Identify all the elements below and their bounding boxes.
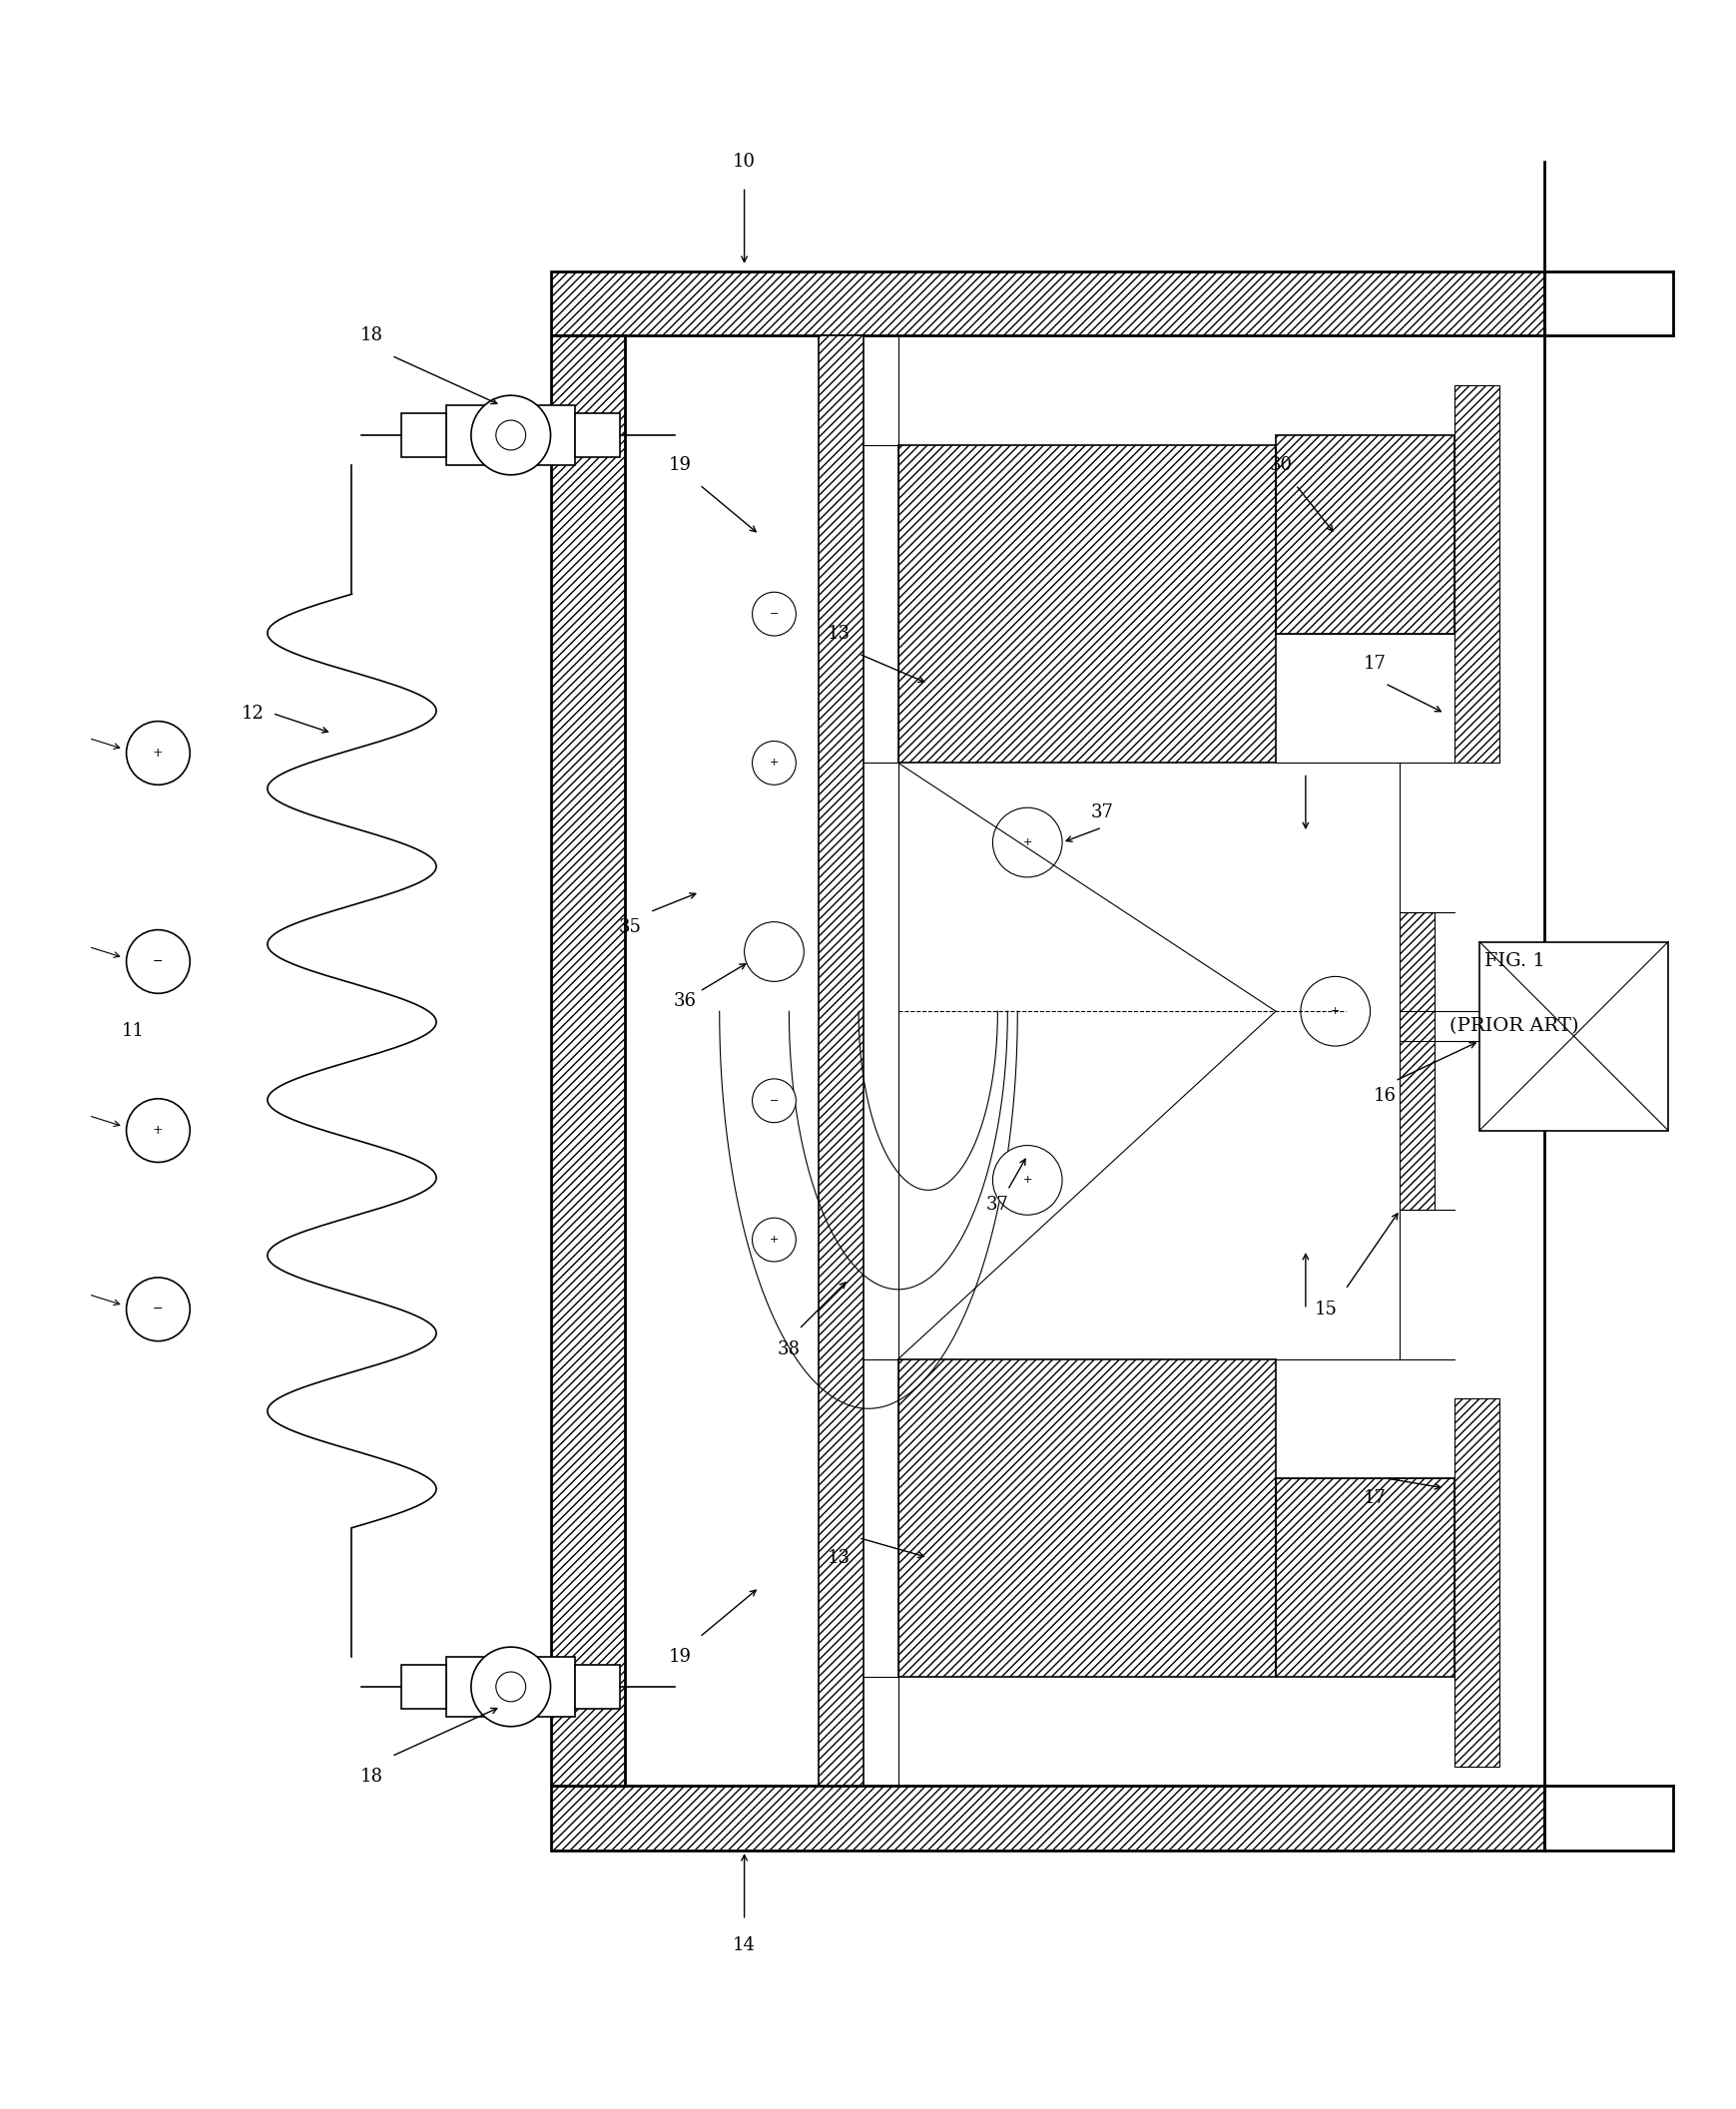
Text: 10: 10	[733, 154, 755, 171]
Text: 38: 38	[778, 1339, 800, 1358]
Circle shape	[752, 593, 797, 635]
Bar	[1479, 943, 1668, 1130]
Text: 18: 18	[361, 327, 384, 344]
Bar	[550, 272, 1543, 335]
Text: 13: 13	[828, 624, 851, 643]
Circle shape	[752, 740, 797, 785]
Circle shape	[127, 1278, 189, 1341]
Text: 37: 37	[986, 1196, 1009, 1215]
Text: +: +	[153, 1124, 163, 1137]
Text: +: +	[153, 747, 163, 759]
Bar	[550, 335, 625, 1786]
Circle shape	[496, 420, 526, 449]
Bar	[550, 1786, 1543, 1852]
Text: −: −	[769, 610, 779, 618]
Text: 35: 35	[618, 917, 642, 936]
Circle shape	[127, 721, 189, 785]
Circle shape	[993, 808, 1062, 877]
Bar	[898, 1358, 1276, 1677]
Text: +: +	[1023, 837, 1033, 848]
Bar	[401, 413, 446, 458]
Bar	[819, 335, 863, 1786]
Circle shape	[127, 1099, 189, 1162]
Bar	[1455, 1398, 1500, 1765]
Text: 14: 14	[733, 1936, 755, 1955]
Text: (PRIOR ART): (PRIOR ART)	[1450, 1017, 1580, 1036]
Text: 30: 30	[1269, 456, 1292, 475]
Text: 12: 12	[241, 704, 264, 721]
Bar	[575, 1664, 620, 1708]
Text: +: +	[1023, 1175, 1033, 1185]
Text: 37: 37	[1090, 804, 1113, 823]
Text: 16: 16	[1373, 1086, 1396, 1105]
Text: −: −	[769, 1097, 779, 1105]
Bar	[575, 413, 620, 458]
Text: +: +	[1332, 1006, 1340, 1017]
Circle shape	[745, 922, 804, 981]
Bar	[446, 1658, 575, 1717]
Text: 17: 17	[1364, 654, 1387, 673]
Text: 36: 36	[674, 993, 696, 1010]
Circle shape	[752, 1217, 797, 1261]
Text: 11: 11	[122, 1023, 144, 1040]
Text: +: +	[769, 1234, 779, 1244]
Bar	[1276, 434, 1455, 635]
Text: 15: 15	[1314, 1301, 1337, 1318]
Text: FIG. 1: FIG. 1	[1484, 953, 1545, 970]
Circle shape	[752, 1080, 797, 1122]
Bar	[1276, 1478, 1455, 1677]
Circle shape	[470, 394, 550, 475]
Text: −: −	[153, 1303, 163, 1316]
Circle shape	[496, 1672, 526, 1702]
Bar	[1455, 386, 1500, 763]
Text: −: −	[153, 955, 163, 968]
Bar	[401, 1664, 446, 1708]
Circle shape	[993, 1145, 1062, 1215]
Text: 13: 13	[828, 1548, 851, 1567]
Bar	[1399, 911, 1434, 1211]
Text: 19: 19	[668, 456, 691, 475]
Text: +: +	[769, 757, 779, 768]
Text: 17: 17	[1364, 1489, 1387, 1508]
Text: 19: 19	[668, 1647, 691, 1666]
Text: 18: 18	[361, 1767, 384, 1784]
Circle shape	[127, 930, 189, 993]
Circle shape	[1300, 976, 1370, 1046]
Bar	[446, 405, 575, 464]
Bar	[898, 445, 1276, 763]
Circle shape	[470, 1647, 550, 1727]
